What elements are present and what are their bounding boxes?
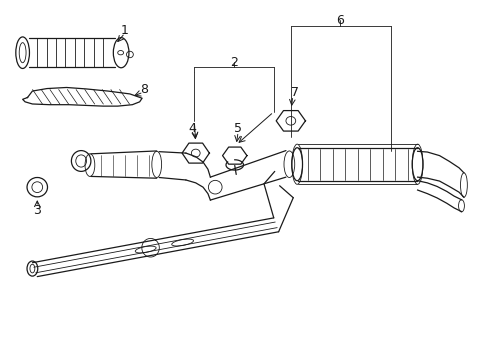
Text: 5: 5 [234, 122, 242, 135]
Text: 6: 6 [335, 14, 343, 27]
Text: 7: 7 [291, 86, 299, 99]
Text: 8: 8 [140, 83, 148, 96]
Text: 1: 1 [121, 24, 129, 37]
Text: 2: 2 [229, 56, 237, 69]
Text: 3: 3 [33, 204, 41, 217]
Text: 4: 4 [188, 122, 196, 135]
